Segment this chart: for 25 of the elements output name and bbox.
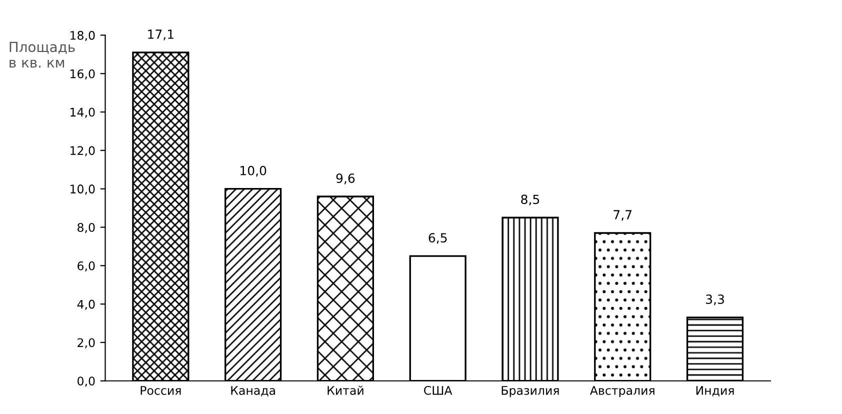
data-label: 9,6 <box>336 174 355 184</box>
x-tick-label: Китай <box>328 386 364 395</box>
y-axis-title: Площадь в кв. км <box>10 42 75 68</box>
data-label: 10,0 <box>240 166 266 177</box>
x-tick-label: Австралия <box>590 386 654 398</box>
x-tick-label: США <box>424 386 452 395</box>
y-tick-label: 6,0 <box>78 261 95 272</box>
y-tick-label: 18,0 <box>70 30 95 42</box>
data-label: 7,7 <box>614 210 632 221</box>
x-tick-label: Индия <box>696 386 734 396</box>
y-tick-label: 16,0 <box>70 69 95 80</box>
y-tick-label: 2,0 <box>78 338 95 348</box>
data-label: 17,1 <box>148 30 174 40</box>
x-tick-label: Бразилия <box>502 386 559 398</box>
x-tick-label: Канада <box>231 386 275 396</box>
x-tick-label: Россия <box>140 386 181 395</box>
data-label: 3,3 <box>706 294 724 306</box>
data-label: 6,5 <box>428 233 447 244</box>
y-tick-label: 4,0 <box>77 300 95 310</box>
data-label: 8,5 <box>521 194 540 206</box>
y-tick-label: 10,0 <box>70 184 95 195</box>
y-tick-label: 12,0 <box>70 146 95 156</box>
y-tick-label: 8,0 <box>78 222 95 234</box>
y-tick-label: 14,0 <box>70 108 95 118</box>
y-tick-label: 0,0 <box>78 376 95 387</box>
